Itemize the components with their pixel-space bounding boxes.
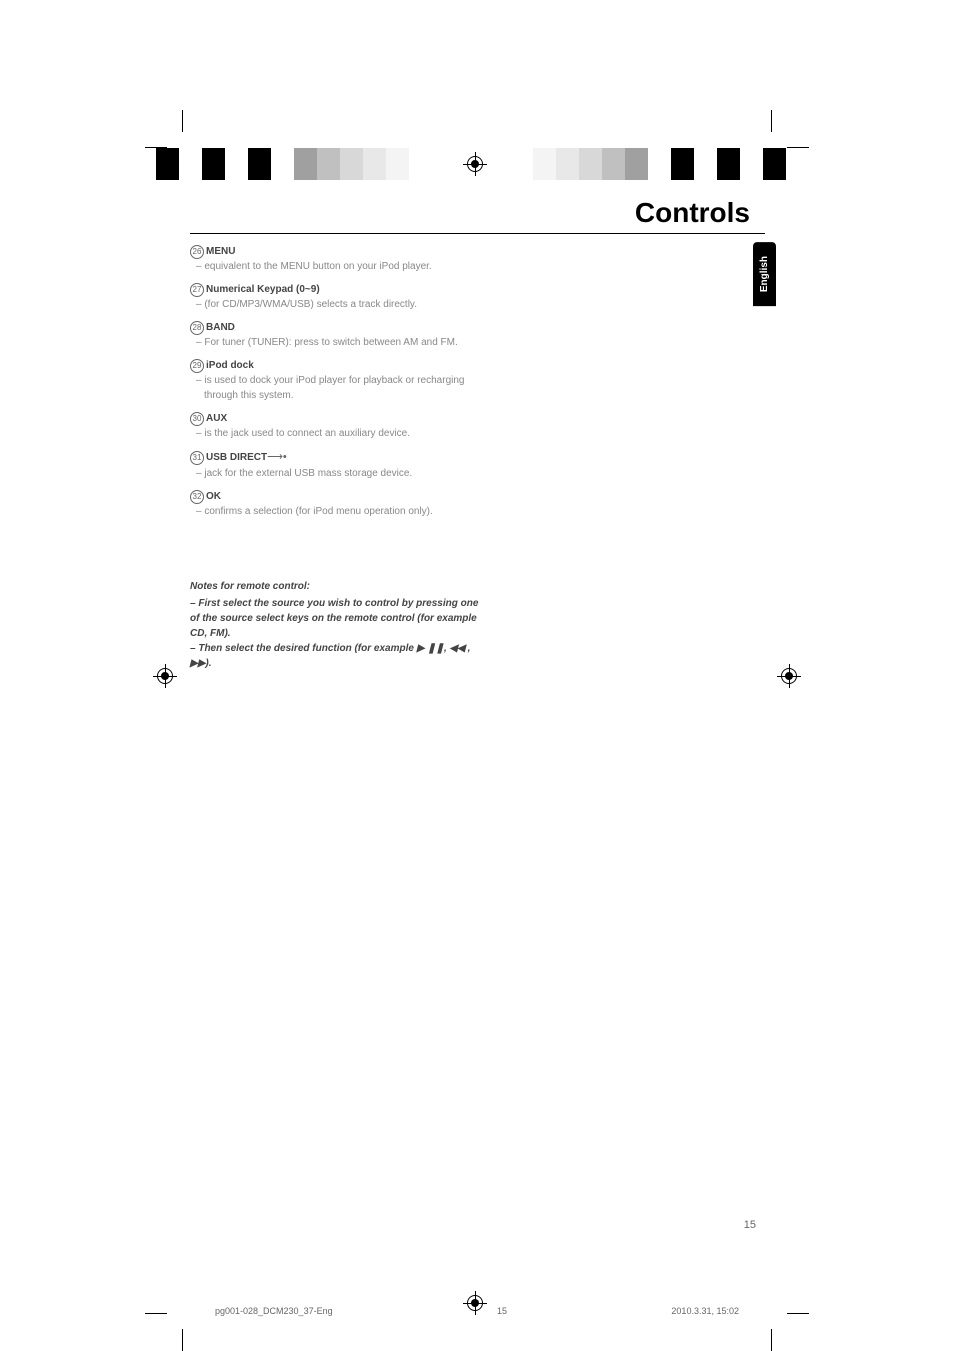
color-swatch — [625, 148, 648, 180]
controls-list: 26MENU equivalent to the MENU button on y… — [190, 244, 490, 519]
crop-mark-top-right — [779, 110, 809, 140]
footer-page: 15 — [497, 1306, 507, 1316]
color-swatch — [248, 148, 271, 180]
control-item: 30AUX is the jack used to connect an auxi… — [190, 411, 490, 441]
color-swatch — [317, 148, 340, 180]
color-swatch — [763, 148, 786, 180]
control-item: 32OK confirms a selection (for iPod menu … — [190, 489, 490, 519]
color-swatch — [740, 148, 763, 180]
control-label: Numerical Keypad (0~9) — [206, 284, 320, 295]
usb-icon: ⟶• — [267, 449, 287, 466]
footer: pg001-028_DCM230_37-Eng 15 2010.3.31, 15… — [215, 1306, 739, 1316]
crop-mark-top-left — [145, 110, 175, 140]
control-number: 26 — [190, 245, 204, 259]
control-label: iPod dock — [206, 360, 254, 371]
color-swatch — [717, 148, 740, 180]
color-swatch — [510, 148, 533, 180]
control-description: jack for the external USB mass storage d… — [190, 466, 490, 481]
page-number: 15 — [744, 1219, 756, 1231]
color-swatch — [179, 148, 202, 180]
color-calibration-bar-right — [510, 148, 786, 180]
control-number: 30 — [190, 412, 204, 426]
control-description: For tuner (TUNER): press to switch betwe… — [190, 335, 490, 350]
color-swatch — [648, 148, 671, 180]
registration-mark-right — [781, 668, 797, 684]
control-description: is the jack used to connect an auxiliary… — [190, 426, 490, 441]
color-swatch — [671, 148, 694, 180]
title-underline — [190, 233, 765, 234]
control-number: 31 — [190, 451, 204, 465]
color-calibration-bar-left — [156, 148, 432, 180]
color-swatch — [340, 148, 363, 180]
control-item: 31USB DIRECT ⟶•jack for the external USB… — [190, 449, 490, 481]
color-swatch — [694, 148, 717, 180]
crop-mark-bottom-left — [145, 1321, 175, 1351]
control-number: 29 — [190, 359, 204, 373]
control-item: 27Numerical Keypad (0~9) (for CD/MP3/WMA/… — [190, 282, 490, 312]
control-description: confirms a selection (for iPod menu oper… — [190, 504, 490, 519]
control-label: AUX — [206, 413, 227, 424]
color-swatch — [579, 148, 602, 180]
control-description: (for CD/MP3/WMA/USB) selects a track dir… — [190, 297, 490, 312]
control-item: 29iPod dock is used to dock your iPod pla… — [190, 358, 490, 403]
note-item: Then select the desired function (for ex… — [190, 641, 480, 671]
registration-mark-left — [157, 668, 173, 684]
control-number: 28 — [190, 321, 204, 335]
color-swatch — [156, 148, 179, 180]
color-swatch — [602, 148, 625, 180]
color-swatch — [271, 148, 294, 180]
control-item: 28BAND For tuner (TUNER): press to switch… — [190, 320, 490, 350]
control-label: OK — [206, 491, 221, 502]
control-label: USB DIRECT — [206, 452, 267, 463]
color-swatch — [556, 148, 579, 180]
control-item: 26MENU equivalent to the MENU button on y… — [190, 244, 490, 274]
control-label: BAND — [206, 322, 235, 333]
footer-timestamp: 2010.3.31, 15:02 — [671, 1306, 739, 1316]
notes-title: Notes for remote control: — [190, 579, 480, 594]
color-swatch — [386, 148, 409, 180]
control-number: 32 — [190, 490, 204, 504]
note-item: First select the source you wish to cont… — [190, 596, 480, 641]
footer-filename: pg001-028_DCM230_37-Eng — [215, 1306, 333, 1316]
registration-mark-top — [467, 156, 483, 172]
color-swatch — [294, 148, 317, 180]
page-title: Controls — [190, 197, 765, 229]
color-swatch — [533, 148, 556, 180]
control-description: is used to dock your iPod player for pla… — [190, 373, 490, 403]
control-label: MENU — [206, 246, 235, 257]
color-swatch — [202, 148, 225, 180]
color-swatch — [363, 148, 386, 180]
crop-mark-bottom-right — [779, 1321, 809, 1351]
control-description: equivalent to the MENU button on your iP… — [190, 259, 490, 274]
content-area: Controls 26MENU equivalent to the MENU bu… — [190, 197, 765, 671]
color-swatch — [409, 148, 432, 180]
control-number: 27 — [190, 283, 204, 297]
notes-section: Notes for remote control: First select t… — [190, 579, 480, 671]
color-swatch — [225, 148, 248, 180]
